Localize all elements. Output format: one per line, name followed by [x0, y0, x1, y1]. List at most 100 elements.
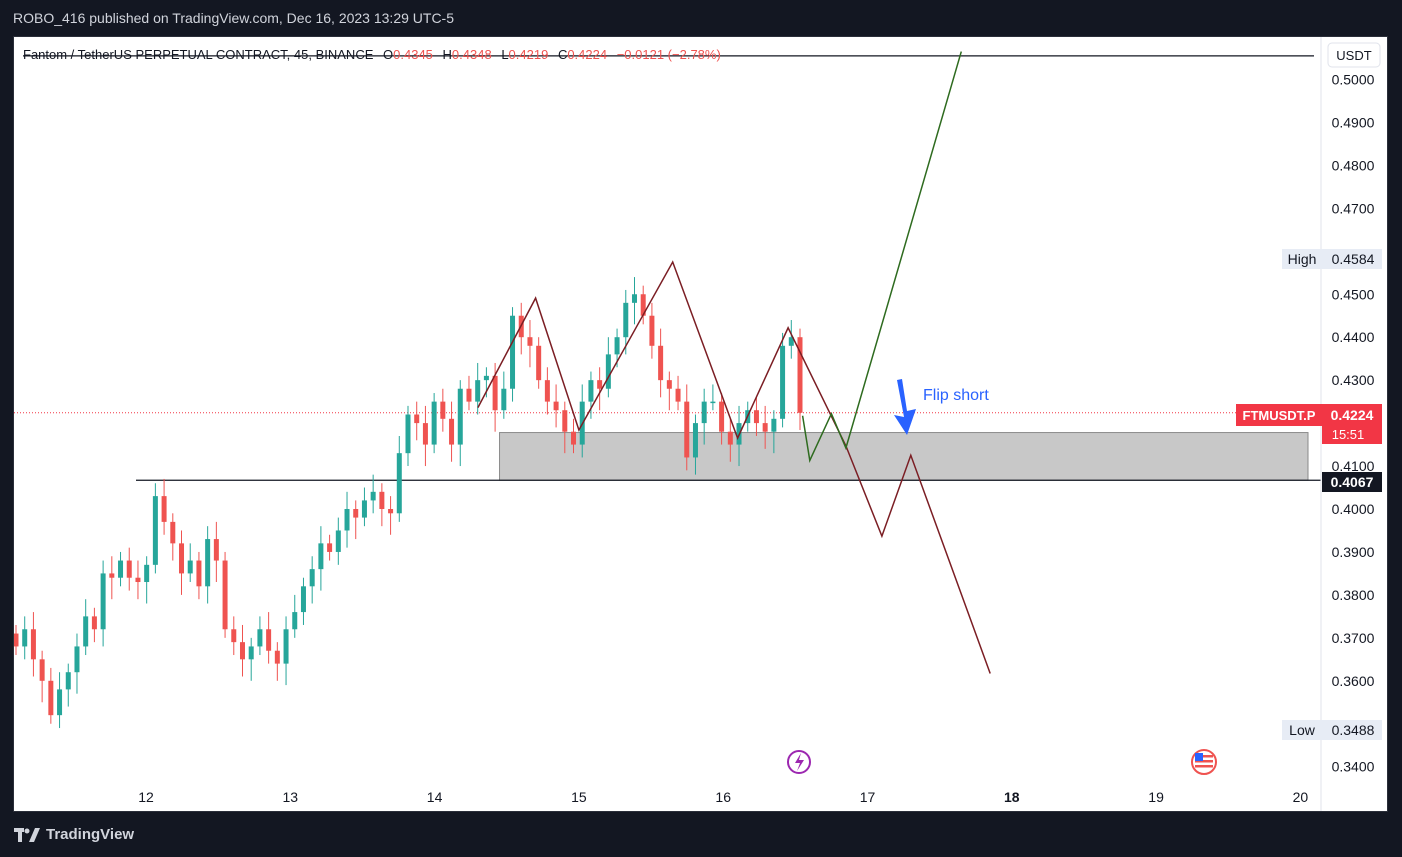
- candle: [449, 401, 455, 462]
- candle: [536, 337, 542, 389]
- time-tick-label: 15: [571, 789, 587, 805]
- candle: [213, 521, 219, 583]
- candle: [48, 667, 54, 724]
- symbol-tag: FTMUSDT.P: [1243, 408, 1316, 423]
- footer-bar: TradingView: [0, 812, 1402, 857]
- legend-high-value: 0.4348: [452, 47, 492, 62]
- price-tick-label: 0.4500: [1332, 286, 1375, 302]
- candle: [544, 367, 550, 415]
- last-price-value: 0.4224: [1331, 407, 1374, 423]
- candle: [300, 577, 306, 625]
- price-tick-label: 0.4300: [1332, 372, 1375, 388]
- candle: [370, 474, 376, 514]
- candle: [205, 526, 211, 604]
- candle: [100, 560, 106, 647]
- price-axis[interactable]: 0.5000 0.4900 0.4800 0.4700 0.4500 0.4400 0.43…: [1332, 72, 1375, 775]
- flip-short-label: Flip short: [923, 387, 989, 404]
- price-tick-label: 0.4700: [1332, 200, 1375, 216]
- price-tick-label: 0.4000: [1332, 501, 1375, 517]
- candle: [22, 616, 28, 660]
- candle: [231, 616, 237, 656]
- candle: [692, 414, 698, 475]
- high-badge-value: 0.4584: [1332, 251, 1375, 267]
- candle: [649, 302, 655, 359]
- legend-row: Fantom / TetherUS PERPETUAL CONTRACT, 45…: [23, 47, 721, 62]
- time-tick-label: 12: [138, 789, 154, 805]
- price-tick-label: 0.3700: [1332, 630, 1375, 646]
- candle: [396, 435, 402, 522]
- candle: [623, 289, 629, 355]
- candle: [597, 367, 603, 411]
- legend-open-label: O: [383, 47, 393, 62]
- candle: [431, 393, 437, 454]
- price-tick-label: 0.4400: [1332, 329, 1375, 345]
- flip-short-arrow: [894, 379, 916, 435]
- tradingview-logo[interactable]: TradingView: [14, 826, 134, 843]
- price-tick-label: 0.3800: [1332, 587, 1375, 603]
- candle: [701, 388, 707, 445]
- price-tick-label: 0.4800: [1332, 157, 1375, 173]
- candle: [466, 375, 472, 411]
- candle: [196, 551, 202, 600]
- legend-low-label: L: [501, 47, 508, 62]
- candle: [475, 362, 481, 415]
- candle: [118, 551, 124, 587]
- support-zone[interactable]: [499, 432, 1309, 481]
- chart-panel[interactable]: Fantom / TetherUS PERPETUAL CONTRACT, 45…: [13, 36, 1388, 812]
- level-price-value: 0.4067: [1331, 474, 1374, 490]
- bearish-pattern-line[interactable]: [477, 260, 991, 674]
- candle: [422, 405, 428, 467]
- candle: [57, 672, 63, 729]
- legend-high-label: H: [443, 47, 452, 62]
- legend-symbol: Fantom / TetherUS PERPETUAL CONTRACT, 45…: [23, 47, 374, 62]
- publisher-line: ROBO_416 published on TradingView.com, D…: [13, 10, 454, 26]
- candle: [335, 517, 341, 565]
- candle: [39, 650, 45, 703]
- candle: [710, 384, 716, 411]
- candle: [414, 401, 420, 441]
- candle: [405, 405, 411, 467]
- time-tick-label: 19: [1148, 789, 1164, 805]
- time-tick-label: 14: [427, 789, 443, 805]
- candle: [266, 612, 272, 664]
- price-tick-label: 0.3400: [1332, 759, 1375, 775]
- candle: [658, 328, 664, 398]
- price-tick-label: 0.4100: [1332, 458, 1375, 474]
- candle: [274, 642, 280, 681]
- candle: [379, 483, 385, 527]
- chart-background: [14, 37, 1387, 811]
- currency-button[interactable]: USDT: [1327, 42, 1381, 68]
- candle: [527, 320, 533, 368]
- candle: [309, 556, 315, 604]
- publish-bar: ROBO_416 published on TradingView.com, D…: [0, 0, 1402, 36]
- candle: [257, 616, 263, 656]
- legend-open-value: 0.4345: [393, 47, 433, 62]
- us-flag-event-icon[interactable]: [1191, 749, 1217, 775]
- candle: [65, 663, 71, 707]
- candle: [605, 337, 611, 398]
- price-tick-label: 0.5000: [1332, 72, 1375, 88]
- currency-label: USDT: [1336, 48, 1371, 63]
- price-chart[interactable]: Fantom / TetherUS PERPETUAL CONTRACT, 45…: [13, 37, 1387, 811]
- candle: [788, 320, 794, 359]
- candle: [797, 328, 803, 430]
- candle: [161, 478, 167, 535]
- brand-name: TradingView: [46, 826, 135, 843]
- time-tick-label: 16: [715, 789, 731, 805]
- time-tick-label: 17: [860, 789, 876, 805]
- candle: [83, 599, 89, 656]
- candle: [762, 405, 768, 449]
- lightning-event-icon[interactable]: [787, 750, 811, 774]
- tradingview-logo-icon: [14, 827, 40, 842]
- bullish-projection-line[interactable]: [801, 51, 963, 464]
- candle: [13, 624, 19, 656]
- candle: [187, 543, 193, 583]
- candle: [588, 371, 594, 419]
- candle: [239, 624, 245, 677]
- candle: [719, 393, 725, 445]
- high-badge: High 0.4584: [1282, 249, 1382, 269]
- countdown-value: 15:51: [1332, 427, 1365, 442]
- time-axis[interactable]: 12 13 14 15 16 17 18 19 20: [138, 789, 1308, 805]
- candle: [109, 556, 115, 600]
- candle: [388, 496, 394, 535]
